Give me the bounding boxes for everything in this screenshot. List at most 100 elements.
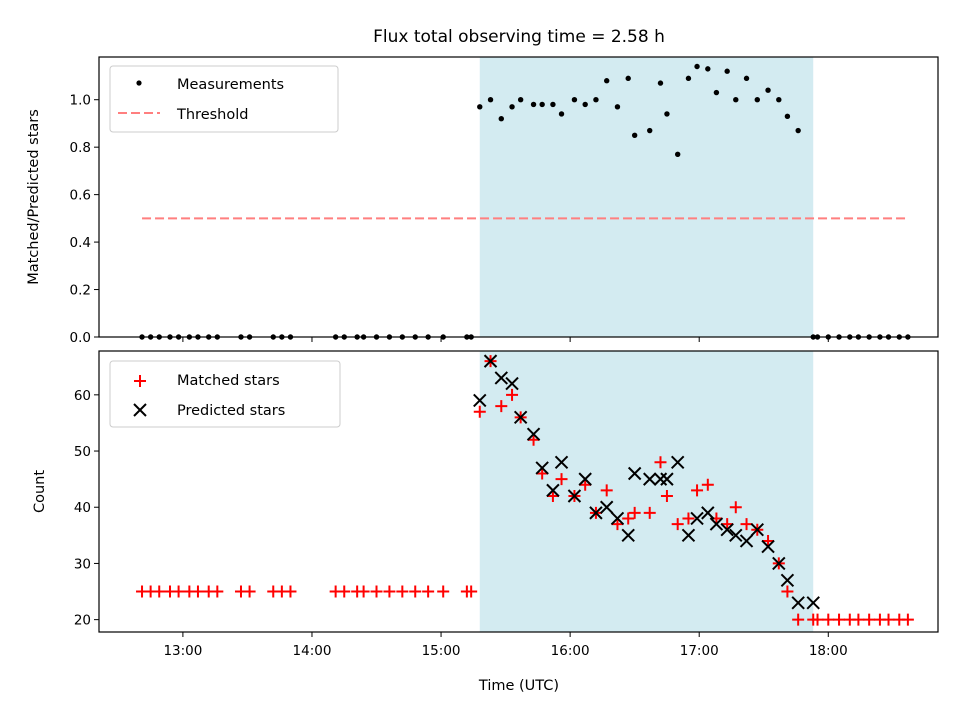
predicted-star-point bbox=[739, 534, 754, 548]
matched-star-point bbox=[191, 585, 204, 598]
matched-star-point bbox=[833, 613, 846, 626]
legend-threshold-label: Threshold bbox=[176, 107, 248, 123]
matched-star-point bbox=[691, 484, 704, 497]
matched-star-point bbox=[781, 585, 794, 598]
predicted-star-point bbox=[535, 461, 549, 475]
y-tick-label: 1.0 bbox=[70, 93, 91, 109]
matched-star-point bbox=[357, 585, 370, 598]
matched-star-point bbox=[370, 585, 383, 598]
matched-star-point bbox=[822, 613, 835, 626]
measurement-point bbox=[614, 104, 621, 110]
matched-star-point bbox=[409, 585, 422, 598]
legend-measurements-label: Measurements bbox=[177, 77, 284, 93]
matched-star-point bbox=[284, 585, 297, 598]
y-tick-label: 30 bbox=[74, 556, 91, 572]
star-count-points bbox=[136, 354, 914, 626]
y-tick-label: 20 bbox=[74, 613, 91, 629]
predicted-star-point bbox=[791, 596, 805, 610]
predicted-star-point bbox=[772, 556, 786, 571]
matched-star-point bbox=[660, 489, 673, 502]
matched-star-point bbox=[338, 585, 351, 598]
measurement-point bbox=[558, 111, 565, 117]
top-shaded-region bbox=[479, 57, 814, 337]
predicted-star-point bbox=[729, 528, 743, 543]
measurement-point bbox=[631, 132, 638, 139]
measurement-point bbox=[498, 115, 504, 122]
matched-star-point bbox=[882, 613, 895, 626]
measurement-point bbox=[530, 101, 537, 108]
predicted-star-point bbox=[690, 511, 704, 526]
matched-star-point bbox=[721, 518, 734, 531]
top-legend-box bbox=[109, 65, 339, 133]
bottom-axes-frame bbox=[98, 350, 939, 633]
predicted-star-point bbox=[483, 354, 498, 368]
x-tick-label: 17:00 bbox=[680, 643, 719, 659]
matched-star-point bbox=[671, 518, 684, 531]
legend-matched-marker bbox=[134, 375, 146, 387]
x-tick-label: 18:00 bbox=[809, 643, 848, 659]
measurement-point bbox=[685, 75, 692, 82]
matched-star-point bbox=[811, 613, 824, 626]
measurement-point bbox=[625, 75, 631, 82]
measurement-point bbox=[765, 87, 771, 93]
predicted-star-point bbox=[761, 539, 775, 554]
legend-matched-label: Matched stars bbox=[177, 373, 280, 389]
x-tick-label: 14:00 bbox=[293, 643, 332, 659]
matched-star-point bbox=[643, 506, 656, 519]
matched-star-point bbox=[628, 506, 641, 519]
top-x-ticks bbox=[182, 337, 829, 342]
bottom-y-axis-label: Count bbox=[32, 470, 48, 513]
matched-star-point bbox=[682, 512, 695, 525]
predicted-star-point bbox=[720, 523, 734, 537]
y-tick-label: 60 bbox=[74, 388, 91, 404]
predicted-star-point bbox=[599, 500, 614, 514]
matched-star-point bbox=[465, 585, 478, 598]
bottom-panel: 20 30 40 50 60 13:00 14:00 15:00 16:00 17:00 18:0… bbox=[32, 350, 939, 694]
measurement-point bbox=[647, 127, 653, 134]
measurement-point bbox=[754, 97, 760, 103]
matched-star-point bbox=[546, 489, 559, 502]
predicted-star-point bbox=[780, 573, 795, 588]
measurement-point bbox=[539, 101, 545, 108]
measurement-point bbox=[571, 97, 578, 103]
predicted-star-point bbox=[660, 472, 674, 486]
y-tick-label: 40 bbox=[74, 500, 91, 516]
bottom-legend-box bbox=[109, 360, 341, 428]
measurement-point bbox=[550, 101, 556, 108]
legend-predicted-marker bbox=[133, 403, 147, 417]
measurement-point bbox=[604, 78, 610, 84]
legend-predicted-label: Predicted stars bbox=[177, 403, 285, 419]
predicted-star-point bbox=[578, 472, 592, 486]
measurement-point bbox=[517, 97, 524, 103]
matched-star-point bbox=[762, 534, 775, 547]
matched-star-point bbox=[701, 478, 714, 491]
chart-title: Flux total observing time = 2.58 h bbox=[373, 27, 665, 47]
predicted-star-point bbox=[806, 596, 820, 610]
top-y-axis-label: Matched/Predicted stars bbox=[26, 109, 42, 285]
bottom-legend: Matched stars Predicted stars bbox=[109, 360, 341, 428]
matched-star-point bbox=[396, 585, 409, 598]
measurement-point bbox=[477, 104, 483, 110]
measurement-point bbox=[509, 104, 515, 110]
matched-star-point bbox=[172, 585, 185, 598]
predicted-star-point bbox=[750, 523, 764, 537]
y-tick-label: 0.0 bbox=[70, 330, 91, 346]
y-tick-label: 0.8 bbox=[70, 140, 91, 156]
matched-star-point bbox=[506, 388, 519, 401]
predicted-star-point bbox=[494, 371, 508, 385]
matched-star-point bbox=[792, 613, 805, 626]
predicted-star-point bbox=[505, 376, 519, 391]
measurement-point bbox=[784, 113, 791, 120]
predicted-star-point bbox=[643, 472, 657, 486]
measurement-point bbox=[593, 97, 599, 103]
matched-star-point bbox=[153, 585, 166, 598]
predicted-star-point bbox=[554, 455, 569, 469]
y-tick-label: 0.2 bbox=[70, 283, 91, 299]
matched-star-point bbox=[654, 456, 667, 469]
matched-star-point bbox=[495, 400, 508, 413]
bottom-y-ticks: 20 30 40 50 60 bbox=[74, 388, 99, 629]
matched-star-point bbox=[622, 512, 635, 525]
measurement-point bbox=[694, 63, 700, 70]
predicted-star-point bbox=[709, 517, 724, 531]
